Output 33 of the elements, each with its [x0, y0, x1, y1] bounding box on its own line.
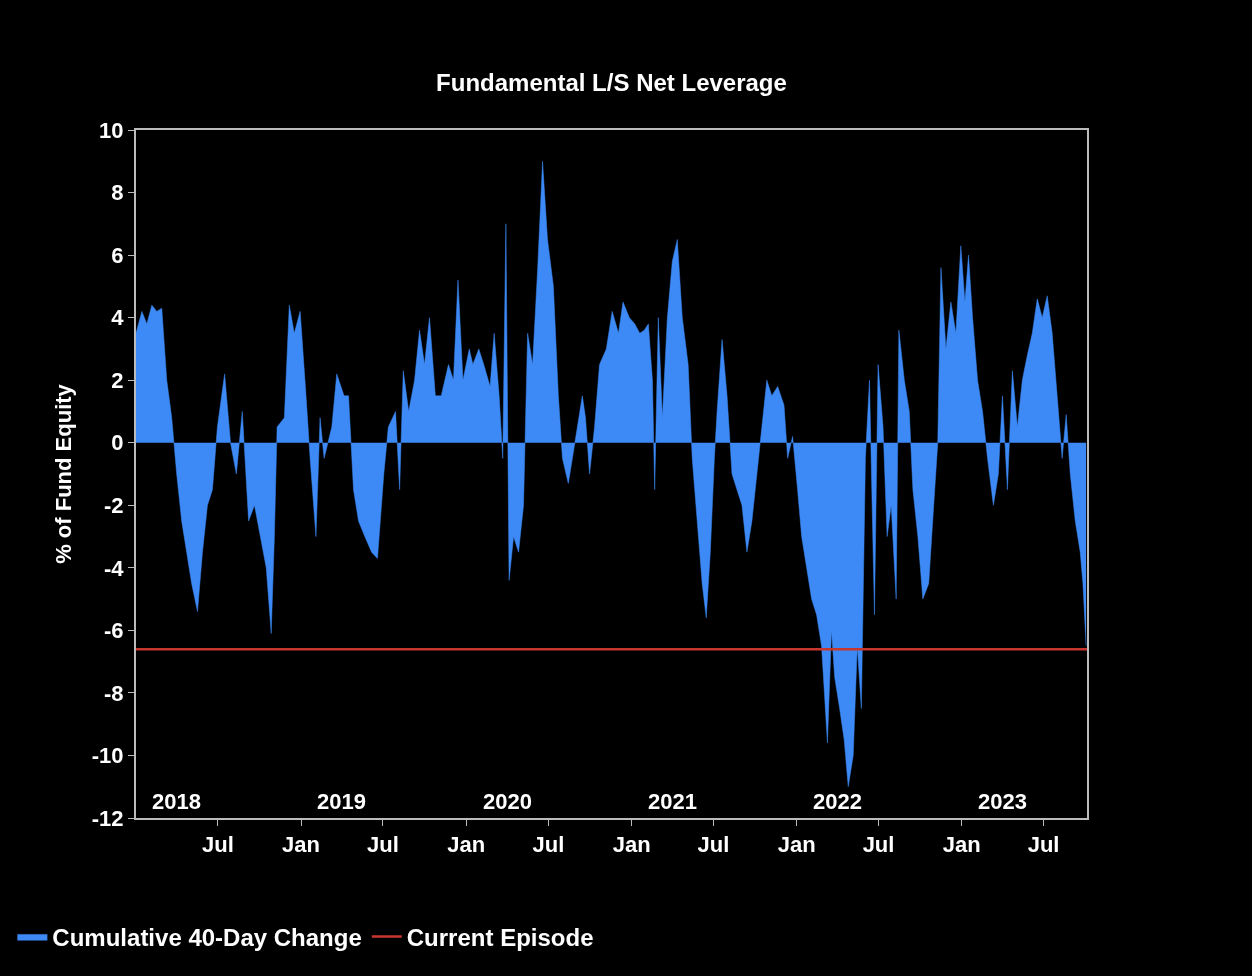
x-tick-label: Jul — [532, 832, 565, 858]
y-tick-label: -8 — [104, 680, 124, 706]
x-tick-label: Jan — [612, 832, 651, 858]
x2-tick-label: 2020 — [483, 789, 532, 814]
x-tick-label: Jul — [1027, 832, 1060, 858]
x-tick-label: Jan — [447, 832, 486, 858]
x-tick-label: Jul — [367, 832, 399, 858]
y-tick-label: -2 — [104, 492, 124, 518]
x2-tick-label: 2022 — [813, 789, 862, 814]
y-tick-label: -12 — [91, 805, 124, 831]
y-tick-label: -6 — [104, 618, 124, 644]
x-tick-label: Jul — [697, 832, 730, 858]
x-tick-label: Jul — [201, 832, 234, 858]
x-tick-label: Jan — [942, 832, 981, 858]
y-tick-label: 10 — [99, 117, 124, 143]
x2-tick-label: 2018 — [152, 789, 201, 814]
y-axis-title: % of Fund Equity — [51, 383, 77, 564]
y-tick-label: 0 — [111, 430, 124, 456]
x2-tick-label: 2019 — [317, 789, 366, 814]
x-tick-label: Jan — [282, 832, 321, 858]
y-tick-label: 2 — [111, 367, 124, 393]
y-tick-label: 8 — [111, 180, 124, 206]
legend-label: Cumulative 40-Day Change — [52, 923, 362, 951]
chart-title: Fundamental L/S Net Leverage — [436, 69, 787, 97]
y-tick-label: -10 — [91, 743, 124, 769]
y-tick-label: 4 — [111, 305, 125, 331]
y-tick-label: 6 — [111, 242, 124, 268]
x2-tick-label: 2021 — [648, 789, 697, 814]
legend-label: Current Episode — [406, 923, 594, 951]
y-tick-label: -4 — [104, 555, 125, 581]
x-tick-label: Jul — [862, 832, 895, 858]
x2-tick-label: 2023 — [978, 789, 1027, 814]
x-tick-label: Jan — [777, 832, 816, 858]
